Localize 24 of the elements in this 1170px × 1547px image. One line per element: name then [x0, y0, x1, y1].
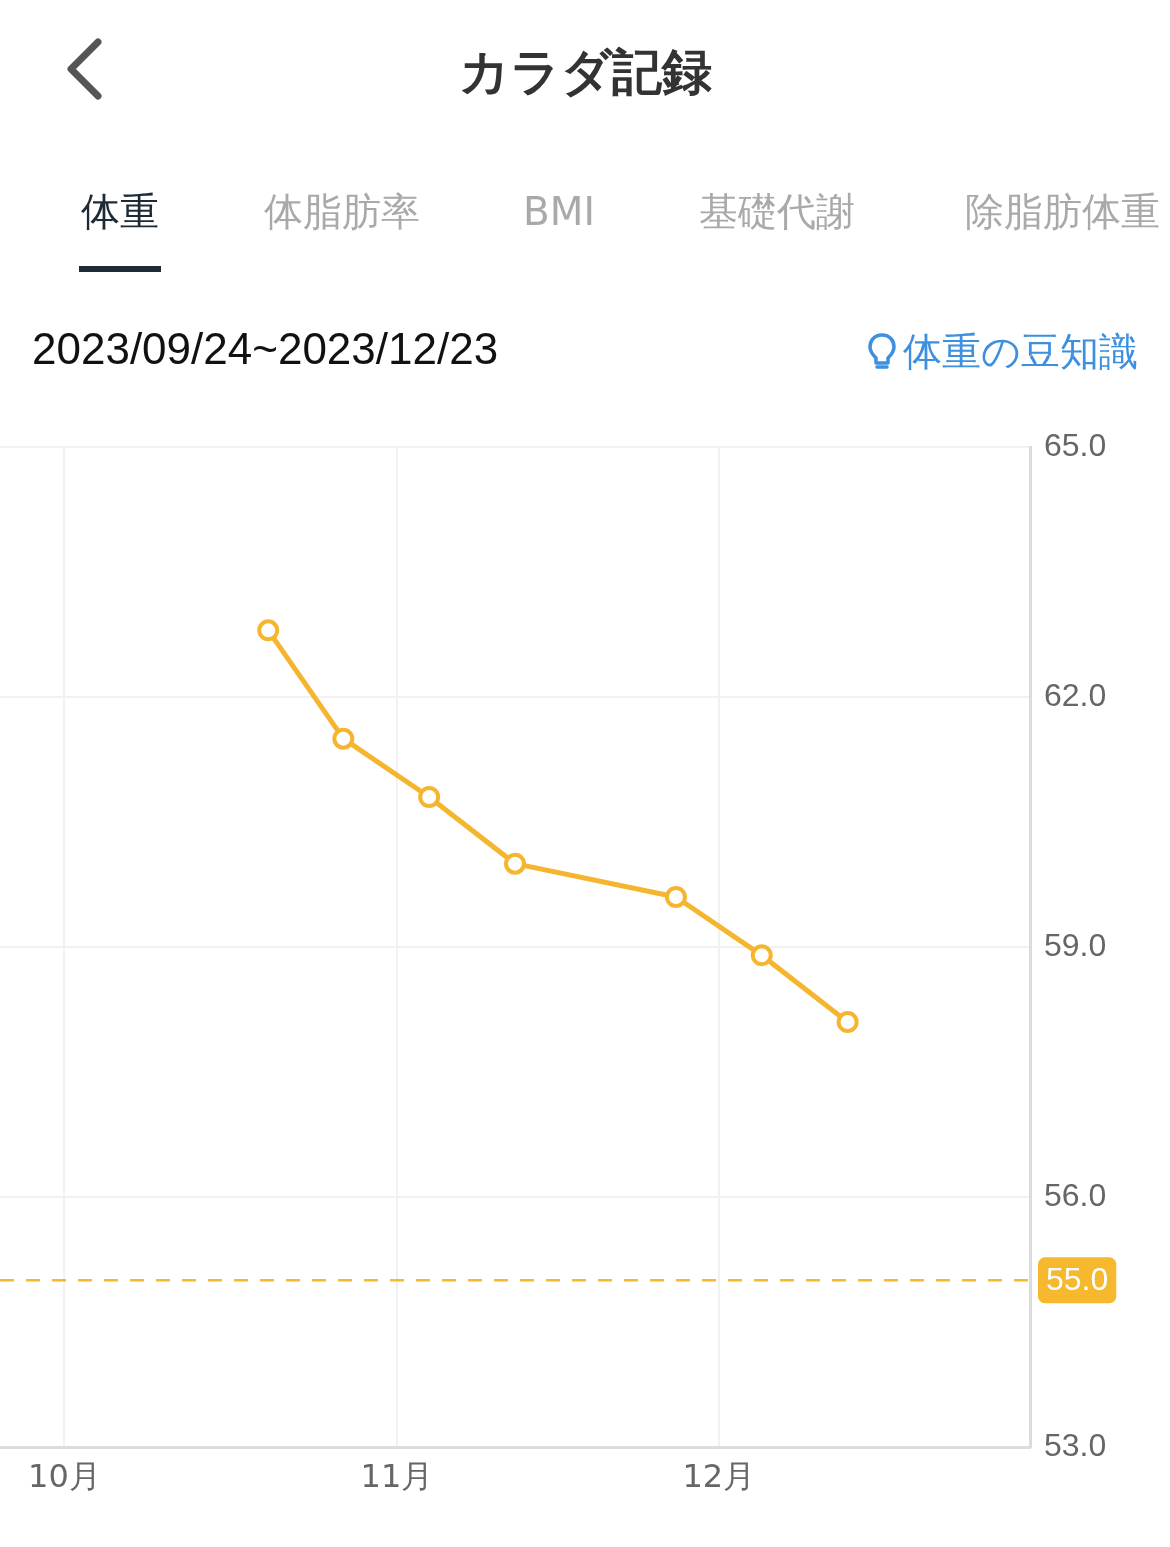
y-tick-label: 65.0 — [1044, 426, 1107, 463]
y-tick-label: 53.0 — [1044, 1426, 1107, 1463]
y-tick-label: 59.0 — [1044, 926, 1107, 963]
text: 体重の豆知識 — [903, 328, 1138, 376]
text: 除脂肪体重 — [964, 188, 1160, 236]
point — [418, 786, 441, 808]
point — [836, 1011, 859, 1033]
y-tick-label: 56.0 — [1044, 1176, 1107, 1213]
point — [257, 619, 280, 642]
chart-subtitle: 2023/09/24~2023/12/23 — [32, 323, 499, 375]
point — [664, 886, 687, 908]
text: 体重 — [81, 188, 159, 236]
point — [332, 727, 355, 750]
text: 体脂肪率 — [264, 188, 420, 236]
y-tick-label: 62.0 — [1044, 676, 1107, 713]
text: BMI — [523, 188, 595, 236]
chart-title: カラダ記録 — [457, 42, 713, 103]
point — [504, 852, 526, 875]
ref-line-label: 55.0 — [1046, 1261, 1109, 1298]
point — [750, 944, 773, 967]
x-tick-label: 12月 — [682, 1456, 756, 1495]
x-tick-label: 11月 — [360, 1456, 434, 1495]
x-tick-label: 10月 — [28, 1456, 101, 1495]
text: 基礎代謝 — [699, 188, 855, 236]
